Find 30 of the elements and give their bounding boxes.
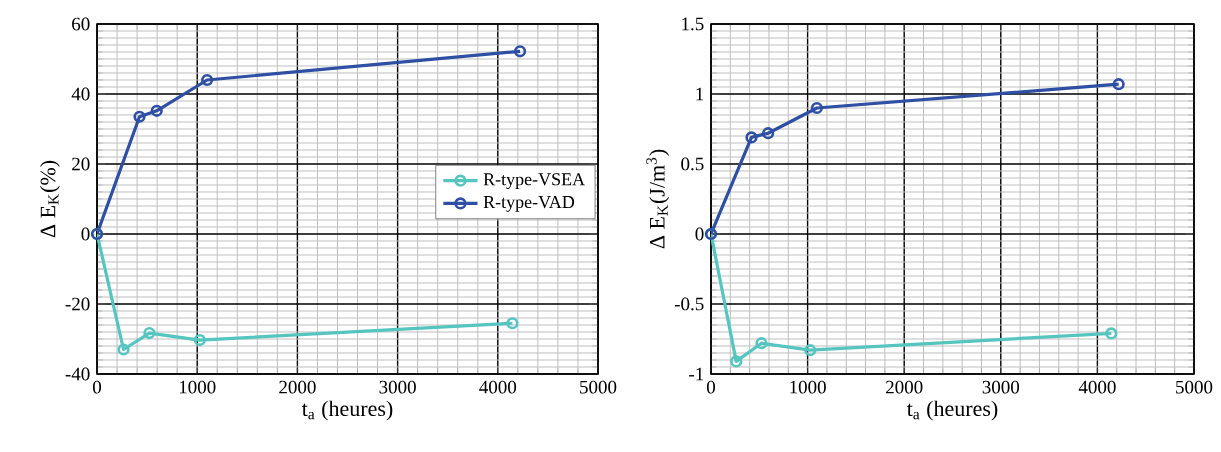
y-tick-label: 60	[72, 17, 90, 31]
y-tick-label: 0	[81, 227, 90, 241]
x-tick-label: 0	[706, 380, 716, 394]
y-axis-title: Δ E$_{K}$(J/m$^{3}$)	[646, 149, 670, 249]
x-tick-label: 3000	[982, 380, 1020, 394]
y-tick-label: 40	[71, 87, 90, 101]
y-tick-label: -1	[689, 367, 704, 381]
y-axis-title: Δ E$_{K}$(%)	[39, 160, 60, 238]
y-tick-label: 20	[72, 157, 90, 171]
legend-label: R-type-VSEA	[483, 173, 585, 190]
y-tick-label: -20	[65, 297, 90, 311]
x-tick-label: 3000	[379, 380, 416, 394]
y-tick-label: 0.5	[681, 157, 704, 171]
y-tick-label: 0	[695, 227, 704, 241]
x-tick-label: 2000	[886, 380, 923, 394]
x-tick-label: 5000	[580, 380, 617, 394]
y-tick-label: -40	[65, 367, 90, 381]
x-tick-label: 1000	[790, 380, 826, 394]
x-tick-label: 0	[92, 380, 102, 394]
y-tick-label: 1	[696, 87, 704, 101]
x-tick-label: 2000	[279, 380, 316, 394]
x-tick-label: 1000	[179, 380, 216, 394]
y-tick-label: 1.5	[682, 17, 704, 31]
x-tick-label: 4000	[479, 380, 517, 394]
x-axis-title: t$_{a}$ (heures)	[906, 400, 998, 421]
legend-label: R-type-VAD	[483, 196, 575, 212]
x-tick-label: 4000	[1078, 380, 1116, 394]
y-tick-label: -0.5	[674, 297, 704, 311]
x-axis-title: t$_{a}$ (heures)	[301, 400, 393, 421]
x-tick-label: 5000	[1176, 380, 1213, 394]
